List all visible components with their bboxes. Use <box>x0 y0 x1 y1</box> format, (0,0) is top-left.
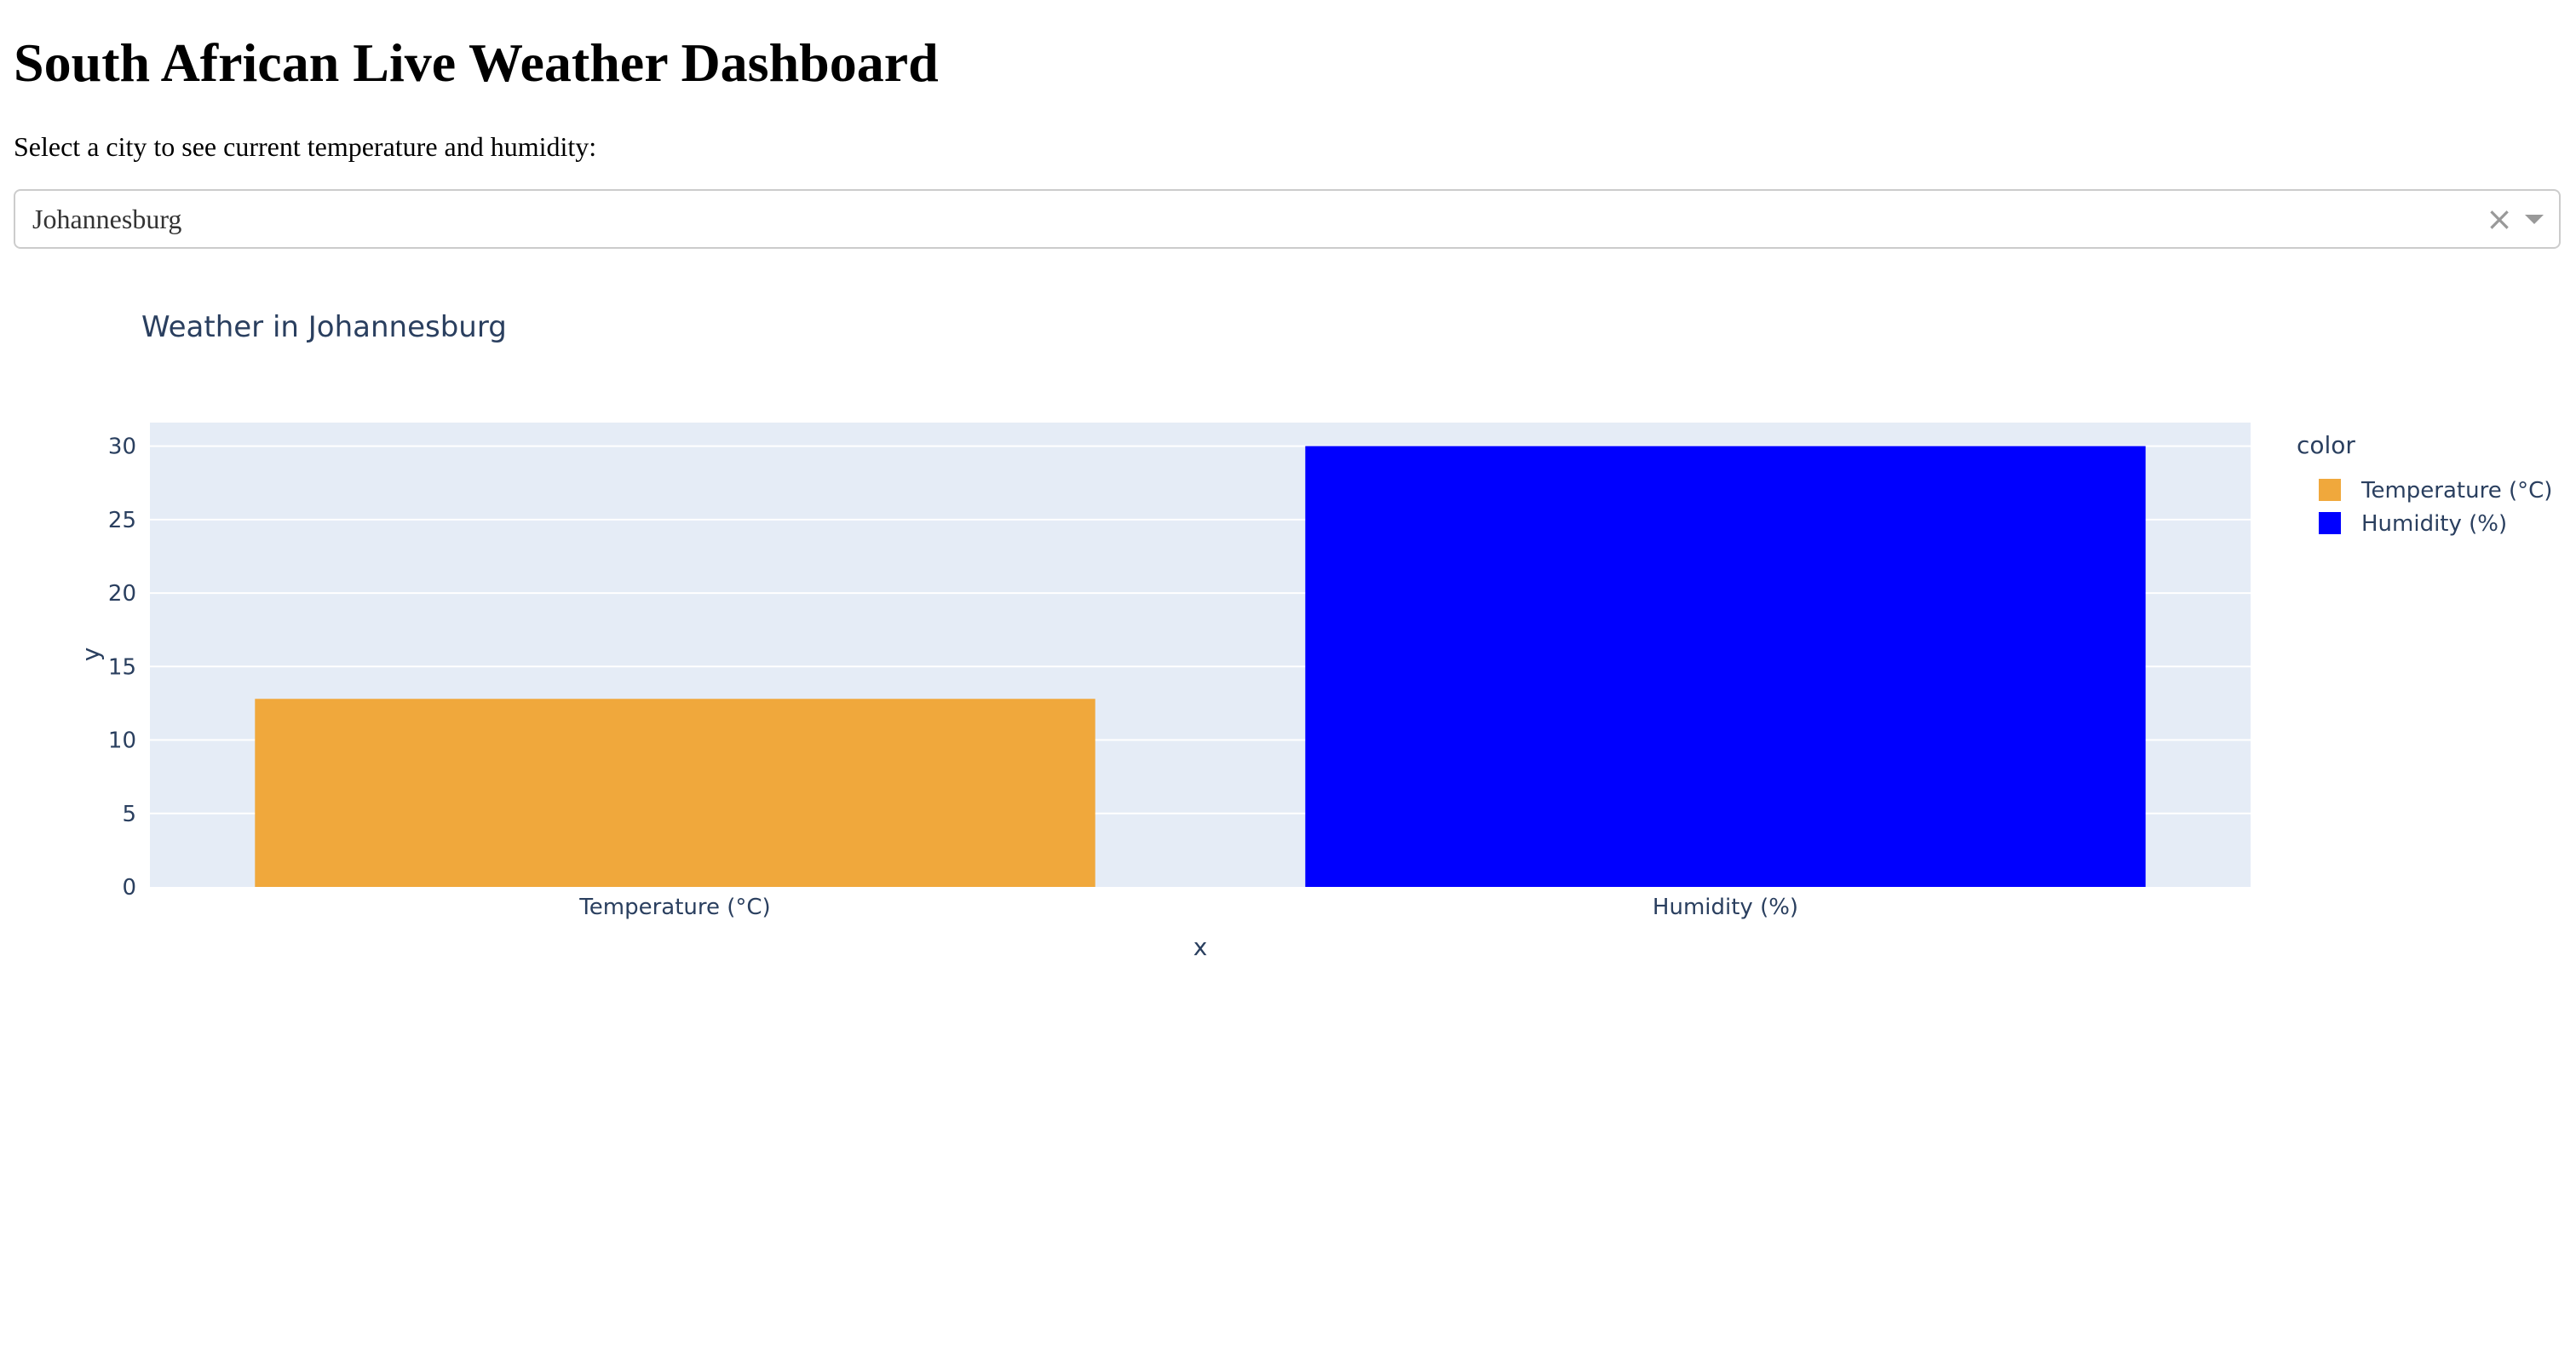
y-tick-label: 20 <box>108 581 136 607</box>
bar[interactable] <box>1305 446 2146 887</box>
y-axis-label: y <box>77 648 105 662</box>
y-tick-label: 15 <box>108 654 136 680</box>
bar[interactable] <box>255 699 1095 887</box>
legend-item-label[interactable]: Temperature (°C) <box>2360 478 2552 504</box>
close-icon[interactable]: × <box>2486 200 2513 238</box>
y-tick-labels: 0 5 10 15 20 25 30 <box>108 435 136 901</box>
y-tick-label: 25 <box>108 508 136 533</box>
x-axis-label: x <box>1193 933 1208 961</box>
page-title: South African Live Weather Dashboard <box>14 32 939 93</box>
city-dropdown-value: Johannesburg <box>32 204 182 234</box>
legend-swatch[interactable] <box>2319 512 2341 534</box>
legend-item-label[interactable]: Humidity (%) <box>2361 511 2507 537</box>
legend-swatch[interactable] <box>2319 479 2341 501</box>
instructions-text: Select a city to see current temperature… <box>14 131 597 162</box>
bars <box>255 446 2146 887</box>
legend-title: color <box>2297 431 2355 459</box>
y-tick-label: 5 <box>122 802 136 827</box>
weather-bar-chart: Weather in Johannesburg 0 5 10 15 20 25 30 Tem… <box>77 310 2552 961</box>
city-dropdown[interactable]: Johannesburg × <box>14 189 2561 249</box>
y-tick-label: 30 <box>108 435 136 460</box>
chart-title: Weather in Johannesburg <box>141 310 507 344</box>
x-tick-labels: Temperature (°C) Humidity (%) <box>578 895 1798 920</box>
y-tick-label: 10 <box>108 728 136 754</box>
y-tick-label: 0 <box>122 875 136 901</box>
x-tick-label: Temperature (°C) <box>578 895 770 920</box>
x-tick-label: Humidity (%) <box>1653 895 1798 920</box>
chevron-down-icon[interactable] <box>2525 215 2544 224</box>
legend: color Temperature (°C) Humidity (%) <box>2297 431 2552 537</box>
